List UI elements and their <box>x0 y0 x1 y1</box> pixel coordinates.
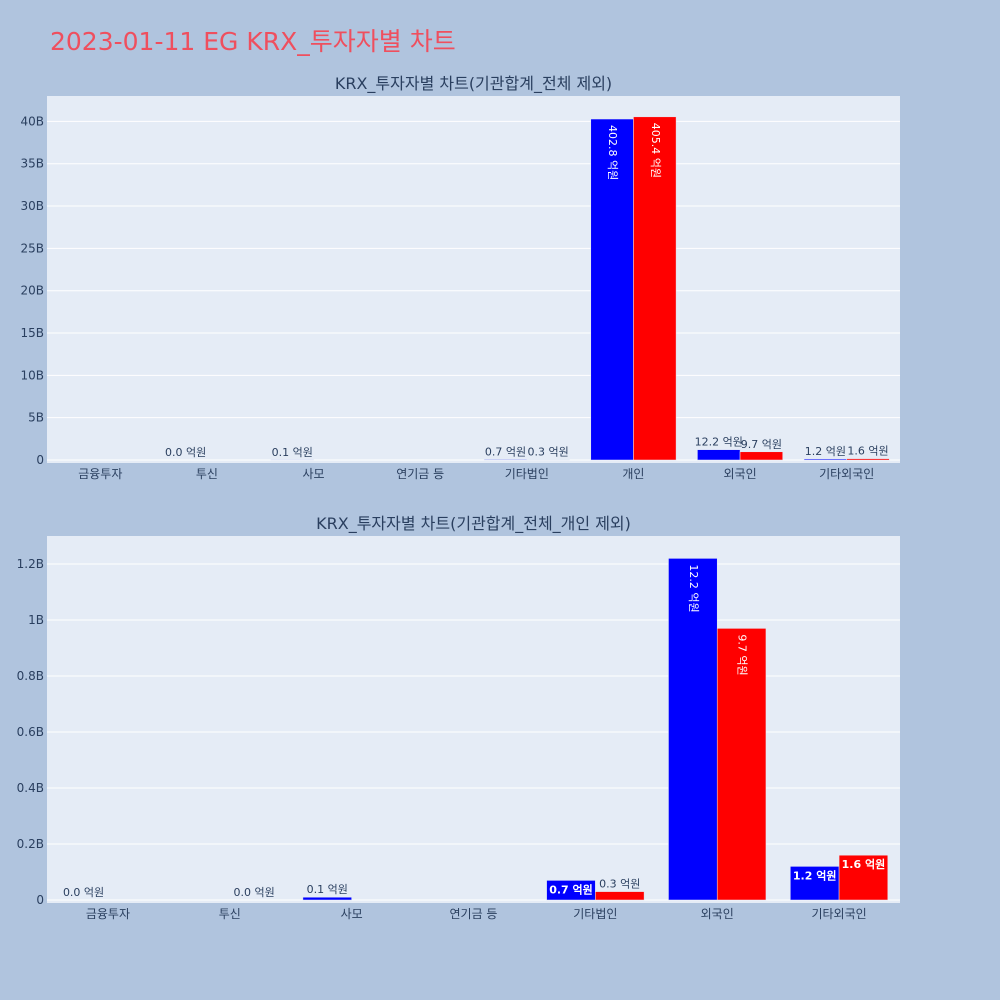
x-tick-label: 외국인 <box>724 467 757 481</box>
x-tick-label: 금융투자 <box>86 907 130 921</box>
data-label: 0.1 억원 <box>272 446 313 459</box>
data-label: 9.7 억원 <box>736 634 749 675</box>
y-tick-label: 0.2B <box>17 837 44 851</box>
x-tick-label: 사모 <box>303 467 325 481</box>
data-label: 0.0 억원 <box>63 886 104 899</box>
bar <box>595 891 645 901</box>
x-tick-label: 연기금 등 <box>396 467 444 481</box>
y-tick-label: 1B <box>28 613 44 627</box>
y-tick-label: 0.6B <box>17 725 44 739</box>
x-tick-label: 개인 <box>622 467 644 481</box>
bar <box>697 449 741 461</box>
chart-1: 0 5B 10B 15B 20B 25B 30B 35B 40B KRX_투자자별 차트(기관합계… <box>20 74 900 481</box>
bar <box>838 854 889 901</box>
data-label: 0.3 억원 <box>528 446 569 459</box>
y-tick-label: 0.4B <box>17 781 44 795</box>
data-label: 1.6 억원 <box>842 857 886 871</box>
data-label: 0.0 억원 <box>165 446 206 459</box>
y-tick-label: 5B <box>28 411 44 425</box>
bar <box>846 458 890 461</box>
data-label: 1.2 억원 <box>805 445 846 458</box>
data-label: 0.1 억원 <box>307 883 348 896</box>
bar <box>739 451 783 461</box>
data-label: 9.7 억원 <box>741 438 782 451</box>
x-tick-label: 외국인 <box>701 907 734 921</box>
y-tick-label: 20B <box>20 284 44 298</box>
bar <box>633 116 677 461</box>
y-tick-label: 0.8B <box>17 669 44 683</box>
x-tick-label: 금융투자 <box>78 467 122 481</box>
data-label: 0.7 억원 <box>549 882 593 896</box>
x-tick-label: 사모 <box>341 907 363 921</box>
y-tick-label: 0 <box>36 893 44 907</box>
data-label: 405.4 억원 <box>649 123 662 178</box>
plot-area <box>47 536 900 903</box>
y-tick-label: 40B <box>20 114 44 128</box>
y-tick-label: 35B <box>20 157 44 171</box>
x-tick-label: 투신 <box>196 467 218 481</box>
chart-title: KRX_투자자별 차트(기관합계_전체 제외) <box>335 74 612 94</box>
x-tick-label: 투신 <box>219 907 241 921</box>
data-label: 0.7 억원 <box>485 445 526 458</box>
data-label: 12.2 억원 <box>695 436 743 449</box>
x-tick-label: 기타외국인 <box>819 467 874 481</box>
plot-area <box>47 96 900 463</box>
data-label: 1.2 억원 <box>793 868 837 882</box>
chart-2: 0 0.2B 0.4B 0.6B 0.8B 1B 1.2B KRX_투자자별 차트(기관합계_… <box>17 514 900 921</box>
x-tick-label: 기타외국인 <box>811 907 866 921</box>
data-label: 12.2 억원 <box>687 564 700 612</box>
bar <box>483 459 528 461</box>
data-label: 402.8 억원 <box>606 125 619 180</box>
y-tick-label: 1.2B <box>17 557 44 571</box>
bar <box>790 866 840 901</box>
y-tick-label: 25B <box>20 241 44 255</box>
bar <box>803 458 847 461</box>
x-tick-label: 기타법인 <box>505 467 549 481</box>
data-label: 0.0 억원 <box>234 886 275 899</box>
y-tick-label: 0 <box>36 453 44 467</box>
y-tick-label: 15B <box>20 326 44 340</box>
bar <box>668 558 718 901</box>
data-label: 1.6 억원 <box>847 445 888 458</box>
bar <box>546 880 596 901</box>
x-tick-label: 연기금 등 <box>450 907 498 921</box>
chart-title: KRX_투자자별 차트(기관합계_전체_개인 제외) <box>316 514 631 534</box>
y-tick-label: 10B <box>20 368 44 382</box>
page-title: 2023-01-11 EG KRX_투자자별 차트 <box>50 27 456 56</box>
bar <box>716 628 767 901</box>
y-tick-label: 30B <box>20 199 44 213</box>
bar <box>302 896 352 901</box>
x-tick-label: 기타법인 <box>573 907 617 921</box>
data-label: 0.3 억원 <box>599 878 640 891</box>
